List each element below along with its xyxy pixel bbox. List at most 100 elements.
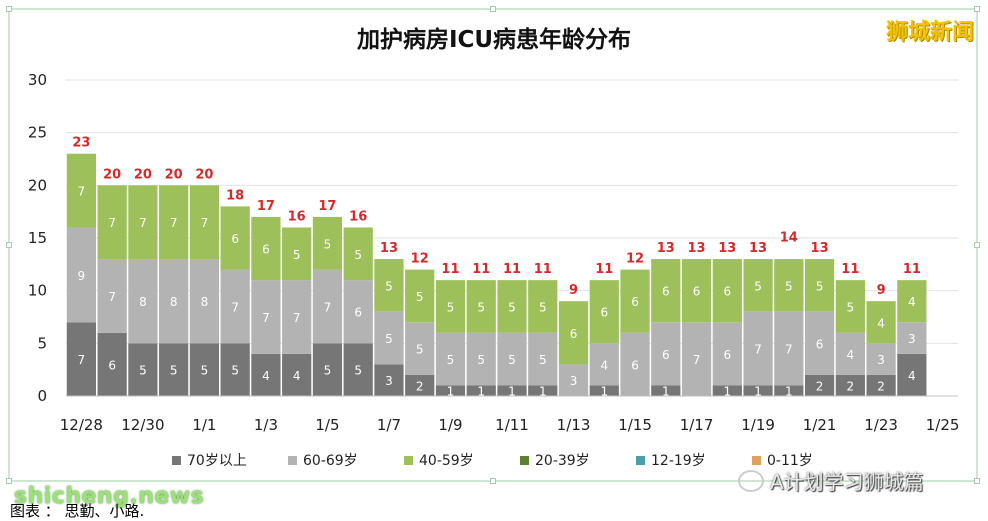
legend-swatch (520, 455, 529, 465)
segment-value-label: 5 (508, 300, 516, 314)
segment-value-label: 5 (385, 279, 393, 293)
resize-handle-bottom-right[interactable] (974, 478, 980, 484)
segment-value-label: 9 (78, 269, 86, 283)
bar-segment (282, 227, 312, 281)
bar-total-label: 11 (441, 262, 459, 277)
segment-value-label: 5 (201, 364, 209, 378)
x-tick-label: 1/11 (495, 416, 529, 434)
bar-total-label: 11 (903, 262, 921, 277)
legend-item: 20-39岁 (520, 450, 636, 470)
bar-segment (804, 311, 835, 375)
bar-segment (835, 280, 865, 333)
bar-segment (405, 322, 435, 375)
bar-segment (128, 259, 158, 344)
bar-segment (251, 353, 281, 396)
bar-total-label: 11 (503, 262, 521, 277)
segment-value-label: 7 (201, 216, 209, 230)
segment-value-label: 2 (847, 379, 855, 393)
segment-value-label: 6 (693, 285, 701, 299)
legend-label: 0-11岁 (767, 453, 813, 469)
bar-segment (497, 332, 527, 386)
bar-segment (66, 153, 96, 228)
x-tick-label: 1/15 (618, 416, 652, 434)
bar-segment (651, 385, 681, 396)
resize-handle-top-center[interactable] (490, 6, 496, 12)
segment-value-label: 5 (139, 364, 147, 378)
segment-value-label: 2 (877, 379, 885, 393)
legend-label: 12-19岁 (651, 453, 706, 469)
segment-value-label: 6 (662, 285, 670, 299)
resize-handle-top-left[interactable] (6, 6, 12, 12)
segment-value-label: 1 (723, 385, 731, 399)
resize-handle-middle-left[interactable] (6, 242, 12, 248)
segment-value-label: 3 (385, 374, 393, 388)
bar-segment (220, 343, 250, 396)
y-tick-label: 25 (28, 124, 47, 142)
x-tick-label: 12/30 (121, 416, 164, 434)
resize-handle-middle-right[interactable] (974, 242, 980, 248)
segment-value-label: 6 (631, 295, 639, 309)
segment-value-label: 5 (447, 300, 455, 314)
segment-value-label: 1 (754, 385, 762, 399)
resize-handle-bottom-left[interactable] (6, 478, 12, 484)
segment-value-label: 5 (324, 237, 332, 251)
bar-segment (466, 280, 496, 333)
chart-title: 加护病房ICU病患年龄分布 (356, 27, 632, 53)
wechat-icon (738, 469, 764, 492)
segment-value-label: 7 (170, 216, 178, 230)
legend-swatch (752, 455, 761, 465)
segment-value-label: 5 (324, 364, 332, 378)
segment-value-label: 5 (354, 248, 362, 262)
segment-value-label: 5 (231, 364, 239, 378)
segment-value-label: 5 (354, 364, 362, 378)
bar-segment (343, 343, 373, 396)
segment-value-label: 5 (170, 364, 178, 378)
site-watermark: shicheng.news (14, 484, 205, 509)
bar-segment (312, 269, 343, 344)
wechat-account-name: A计划学习狮城篇 (770, 470, 924, 494)
segment-value-label: 3 (908, 332, 916, 346)
bar-total-label: 18 (226, 188, 244, 203)
segment-value-label: 4 (293, 369, 301, 383)
x-tick-label: 1/13 (557, 416, 591, 434)
segment-value-label: 5 (416, 290, 424, 304)
x-tick-label: 1/1 (192, 416, 216, 434)
bar-segment (835, 332, 865, 375)
segment-value-label: 1 (539, 385, 547, 399)
bar-segment (897, 353, 927, 396)
segment-value-label: 6 (354, 306, 362, 320)
bar-segment (866, 343, 896, 375)
segment-value-label: 7 (108, 216, 116, 230)
bar-segment (66, 227, 96, 323)
bar-segment (374, 364, 404, 396)
segment-value-label: 6 (723, 285, 731, 299)
legend-item: 60-69岁 (288, 450, 404, 470)
bar-segment (589, 343, 619, 386)
resize-handle-bottom-center[interactable] (490, 478, 496, 484)
bar-total-label: 23 (72, 136, 90, 151)
segment-value-label: 5 (539, 300, 547, 314)
segment-value-label: 5 (477, 353, 485, 367)
x-tick-label: 1/19 (741, 416, 775, 434)
legend-label: 40-59岁 (419, 453, 474, 469)
bar-segment (743, 311, 773, 386)
segment-value-label: 6 (662, 348, 670, 362)
segment-value-label: 5 (416, 343, 424, 357)
bar-segment (712, 322, 742, 386)
segment-value-label: 6 (231, 232, 239, 246)
bar-segment (558, 364, 589, 396)
segment-value-label: 7 (108, 290, 116, 304)
bar-segment (220, 269, 250, 344)
y-tick-label: 20 (28, 176, 47, 194)
x-tick-label: 1/9 (438, 416, 462, 434)
segment-value-label: 8 (139, 295, 147, 309)
segment-value-label: 6 (631, 358, 639, 372)
segment-value-label: 8 (170, 295, 178, 309)
bar-total-label: 9 (569, 283, 578, 298)
resize-handle-top-right[interactable] (974, 6, 980, 12)
bar-segment (374, 259, 404, 312)
bar-total-label: 13 (688, 241, 706, 256)
segment-value-label: 1 (477, 385, 485, 399)
bar-segment (774, 385, 804, 396)
bar-total-label: 13 (380, 241, 398, 256)
